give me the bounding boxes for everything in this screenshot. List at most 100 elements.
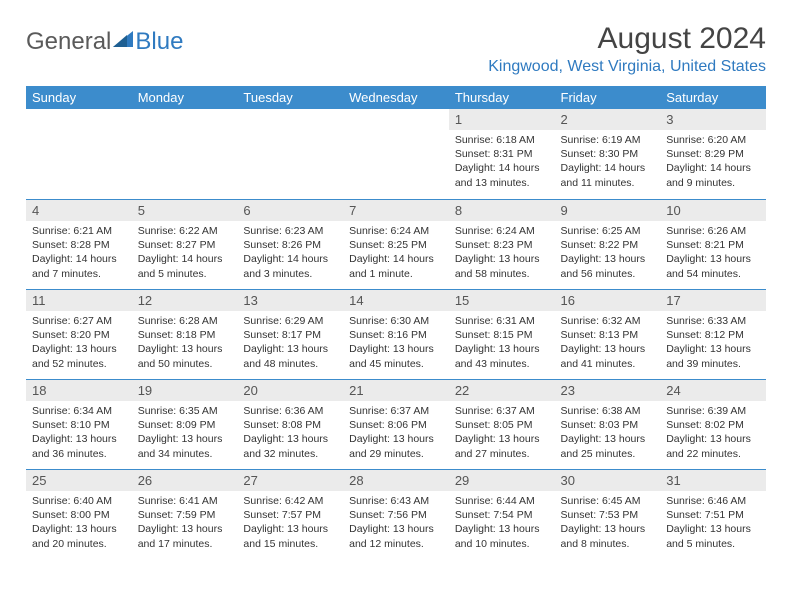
month-title: August 2024 [488, 22, 766, 56]
location-text: Kingwood, West Virginia, United States [488, 58, 766, 76]
calendar-cell: 22Sunrise: 6:37 AMSunset: 8:05 PMDayligh… [449, 379, 555, 469]
sunrise-text: Sunrise: 6:18 AM [455, 133, 549, 147]
day-details: Sunrise: 6:33 AMSunset: 8:12 PMDaylight:… [660, 311, 766, 375]
sunrise-text: Sunrise: 6:24 AM [455, 224, 549, 238]
sunrise-text: Sunrise: 6:25 AM [561, 224, 655, 238]
sunset-text: Sunset: 7:51 PM [666, 508, 760, 522]
sunrise-text: Sunrise: 6:36 AM [243, 404, 337, 418]
day-number: 29 [449, 469, 555, 491]
sunset-text: Sunset: 8:23 PM [455, 238, 549, 252]
calendar-cell: 17Sunrise: 6:33 AMSunset: 8:12 PMDayligh… [660, 289, 766, 379]
daylight-text: Daylight: 13 hours [561, 432, 655, 446]
daylight-text: Daylight: 13 hours [138, 522, 232, 536]
sunrise-text: Sunrise: 6:43 AM [349, 494, 443, 508]
daylight-text: Daylight: 13 hours [561, 522, 655, 536]
sunset-text: Sunset: 8:22 PM [561, 238, 655, 252]
daylight-text: Daylight: 13 hours [455, 522, 549, 536]
day-details: Sunrise: 6:45 AMSunset: 7:53 PMDaylight:… [555, 491, 661, 555]
calendar-cell [237, 109, 343, 199]
daylight-text-2: and 25 minutes. [561, 447, 655, 461]
daylight-text-2: and 8 minutes. [561, 537, 655, 551]
daylight-text: Daylight: 13 hours [243, 432, 337, 446]
calendar-cell: 24Sunrise: 6:39 AMSunset: 8:02 PMDayligh… [660, 379, 766, 469]
day-details: Sunrise: 6:39 AMSunset: 8:02 PMDaylight:… [660, 401, 766, 465]
calendar-cell [132, 109, 238, 199]
daylight-text: Daylight: 13 hours [349, 522, 443, 536]
day-number: 25 [26, 469, 132, 491]
sunset-text: Sunset: 8:12 PM [666, 328, 760, 342]
sunrise-text: Sunrise: 6:44 AM [455, 494, 549, 508]
sunrise-text: Sunrise: 6:24 AM [349, 224, 443, 238]
sunset-text: Sunset: 7:59 PM [138, 508, 232, 522]
daylight-text-2: and 15 minutes. [243, 537, 337, 551]
day-header: Friday [555, 86, 661, 109]
daylight-text: Daylight: 14 hours [138, 252, 232, 266]
sunset-text: Sunset: 8:09 PM [138, 418, 232, 432]
day-number: 4 [26, 199, 132, 221]
day-details: Sunrise: 6:32 AMSunset: 8:13 PMDaylight:… [555, 311, 661, 375]
daylight-text: Daylight: 13 hours [666, 252, 760, 266]
calendar-cell: 1Sunrise: 6:18 AMSunset: 8:31 PMDaylight… [449, 109, 555, 199]
daylight-text: Daylight: 13 hours [243, 342, 337, 356]
day-header: Wednesday [343, 86, 449, 109]
sunrise-text: Sunrise: 6:45 AM [561, 494, 655, 508]
day-number: 16 [555, 289, 661, 311]
sunset-text: Sunset: 8:26 PM [243, 238, 337, 252]
sunrise-text: Sunrise: 6:21 AM [32, 224, 126, 238]
calendar-cell [343, 109, 449, 199]
day-details: Sunrise: 6:40 AMSunset: 8:00 PMDaylight:… [26, 491, 132, 555]
day-number: 28 [343, 469, 449, 491]
daylight-text-2: and 39 minutes. [666, 357, 760, 371]
calendar-cell: 19Sunrise: 6:35 AMSunset: 8:09 PMDayligh… [132, 379, 238, 469]
calendar-table: Sunday Monday Tuesday Wednesday Thursday… [26, 86, 766, 559]
sunset-text: Sunset: 8:27 PM [138, 238, 232, 252]
sunset-text: Sunset: 8:25 PM [349, 238, 443, 252]
sunset-text: Sunset: 8:15 PM [455, 328, 549, 342]
calendar-cell: 20Sunrise: 6:36 AMSunset: 8:08 PMDayligh… [237, 379, 343, 469]
day-header: Thursday [449, 86, 555, 109]
daylight-text-2: and 22 minutes. [666, 447, 760, 461]
calendar-cell: 14Sunrise: 6:30 AMSunset: 8:16 PMDayligh… [343, 289, 449, 379]
sunset-text: Sunset: 8:10 PM [32, 418, 126, 432]
day-details: Sunrise: 6:25 AMSunset: 8:22 PMDaylight:… [555, 221, 661, 285]
sunrise-text: Sunrise: 6:29 AM [243, 314, 337, 328]
daylight-text-2: and 7 minutes. [32, 267, 126, 281]
day-number: 13 [237, 289, 343, 311]
calendar-row: 4Sunrise: 6:21 AMSunset: 8:28 PMDaylight… [26, 199, 766, 289]
day-number: 6 [237, 199, 343, 221]
daylight-text-2: and 17 minutes. [138, 537, 232, 551]
daylight-text-2: and 34 minutes. [138, 447, 232, 461]
sunset-text: Sunset: 8:16 PM [349, 328, 443, 342]
day-number: 5 [132, 199, 238, 221]
day-number: 12 [132, 289, 238, 311]
sunrise-text: Sunrise: 6:19 AM [561, 133, 655, 147]
day-number: 10 [660, 199, 766, 221]
calendar-cell: 31Sunrise: 6:46 AMSunset: 7:51 PMDayligh… [660, 469, 766, 559]
sunset-text: Sunset: 8:31 PM [455, 147, 549, 161]
daylight-text: Daylight: 13 hours [138, 432, 232, 446]
calendar-row: 1Sunrise: 6:18 AMSunset: 8:31 PMDaylight… [26, 109, 766, 199]
daylight-text: Daylight: 13 hours [32, 522, 126, 536]
calendar-cell: 3Sunrise: 6:20 AMSunset: 8:29 PMDaylight… [660, 109, 766, 199]
day-details: Sunrise: 6:20 AMSunset: 8:29 PMDaylight:… [660, 130, 766, 194]
day-number: 9 [555, 199, 661, 221]
day-details: Sunrise: 6:27 AMSunset: 8:20 PMDaylight:… [26, 311, 132, 375]
daylight-text-2: and 27 minutes. [455, 447, 549, 461]
sunset-text: Sunset: 8:21 PM [666, 238, 760, 252]
sunrise-text: Sunrise: 6:30 AM [349, 314, 443, 328]
daylight-text-2: and 9 minutes. [666, 176, 760, 190]
sunset-text: Sunset: 8:05 PM [455, 418, 549, 432]
calendar-row: 18Sunrise: 6:34 AMSunset: 8:10 PMDayligh… [26, 379, 766, 469]
sunset-text: Sunset: 8:02 PM [666, 418, 760, 432]
day-details: Sunrise: 6:24 AMSunset: 8:25 PMDaylight:… [343, 221, 449, 285]
day-number: 2 [555, 109, 661, 130]
day-number: 11 [26, 289, 132, 311]
daylight-text-2: and 41 minutes. [561, 357, 655, 371]
brand-part1: General [26, 28, 111, 56]
daylight-text-2: and 52 minutes. [32, 357, 126, 371]
daylight-text: Daylight: 13 hours [561, 252, 655, 266]
calendar-cell: 29Sunrise: 6:44 AMSunset: 7:54 PMDayligh… [449, 469, 555, 559]
daylight-text: Daylight: 14 hours [666, 161, 760, 175]
day-number: 26 [132, 469, 238, 491]
sunset-text: Sunset: 8:08 PM [243, 418, 337, 432]
